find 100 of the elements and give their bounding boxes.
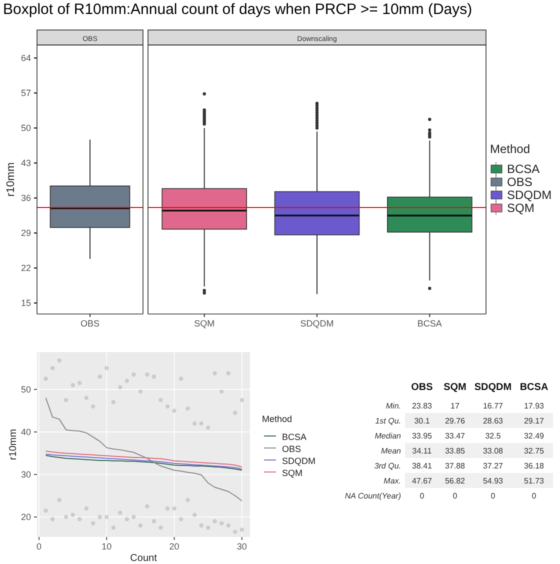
category-label: Median <box>374 432 401 440</box>
point <box>172 506 176 511</box>
chart-title: Boxplot of R10mm:Annual count of days when PRCP >= 10mm (Days) <box>3 1 472 18</box>
line-series <box>45 397 242 502</box>
point <box>145 504 150 508</box>
point <box>111 526 116 530</box>
x-axis-title: Count <box>130 553 158 564</box>
text: 16.77 <box>482 402 504 410</box>
x-tick-label: OBS <box>80 318 100 328</box>
point <box>50 517 55 522</box>
point <box>104 366 109 370</box>
point <box>118 510 122 515</box>
point <box>77 380 82 386</box>
text: 56.82 <box>444 476 466 486</box>
point <box>219 389 224 394</box>
line-series <box>45 450 242 468</box>
text: 0 <box>420 492 424 500</box>
category-label: SDQDM <box>474 382 512 393</box>
text: 29.76 <box>444 416 466 426</box>
y-tick-label: 22 <box>20 262 31 273</box>
legend-title: Method <box>490 142 530 156</box>
category-label: Min. <box>386 402 401 410</box>
point <box>111 400 116 404</box>
point <box>212 371 217 376</box>
text: 28.63 <box>482 416 504 426</box>
point <box>132 514 136 520</box>
legend-label: SQM <box>282 468 303 478</box>
y-tick-label: 64 <box>20 52 31 63</box>
point <box>206 426 210 430</box>
y-tick-label: 57 <box>20 88 31 98</box>
point <box>165 404 170 409</box>
text: 33.85 <box>444 446 466 456</box>
y-tick-label: 20 <box>20 512 31 522</box>
point <box>64 398 68 402</box>
point <box>124 378 130 384</box>
text: 33.08 <box>482 446 504 456</box>
point <box>57 498 62 502</box>
point <box>178 517 184 522</box>
point <box>118 385 122 390</box>
point <box>233 410 238 415</box>
legend-title: Method <box>262 414 292 424</box>
x-tick-label: 0 <box>36 541 42 552</box>
x-tick-label: 30 <box>236 541 247 552</box>
y-tick-label: 50 <box>20 384 31 394</box>
point <box>206 526 210 530</box>
point <box>104 514 109 520</box>
point <box>44 376 48 381</box>
point <box>70 383 75 388</box>
point <box>91 521 96 526</box>
point <box>84 506 88 511</box>
y-tick-label: 30 <box>20 469 31 480</box>
point <box>240 528 244 532</box>
y-tick-label: 40 <box>20 426 31 437</box>
legend-label: OBS <box>507 175 532 189</box>
legend-label: BCSA <box>507 162 540 176</box>
point <box>178 376 184 381</box>
point <box>199 421 204 426</box>
category-label: OBS <box>411 382 434 393</box>
text: 38.41 <box>412 462 432 470</box>
point <box>132 372 136 377</box>
point <box>138 523 143 528</box>
point <box>192 512 197 517</box>
text: 33.47 <box>444 432 466 440</box>
point <box>165 506 170 511</box>
point <box>44 508 48 513</box>
category-label: Max. <box>384 476 401 486</box>
category-label: NA Count(Year) <box>344 492 401 500</box>
x-tick-label: 20 <box>169 541 180 552</box>
category-label: BCSA <box>520 382 548 393</box>
point <box>57 358 62 363</box>
y-tick-label: 15 <box>20 298 31 308</box>
text: 29.17 <box>524 416 544 426</box>
point <box>233 530 238 534</box>
x-tick-label: BCSA <box>417 318 442 328</box>
category-label: 1st Qu. <box>375 416 401 426</box>
point <box>84 396 88 400</box>
text: 32.5 <box>485 432 501 440</box>
point <box>152 519 156 524</box>
point <box>219 521 224 526</box>
x-tick-label: SQM <box>194 318 215 328</box>
point <box>186 498 190 502</box>
text: 17.93 <box>524 402 544 410</box>
text: 51.73 <box>524 476 544 486</box>
point <box>158 526 163 530</box>
text: 23.83 <box>412 402 432 410</box>
text: 0 <box>452 492 458 500</box>
y-tick-label: 50 <box>20 122 31 133</box>
y-axis-title: r10mm <box>5 162 17 197</box>
text: 0 <box>490 492 496 500</box>
text: 32.49 <box>524 432 544 440</box>
point <box>172 408 176 413</box>
point <box>138 389 143 394</box>
y-tick-label: 43 <box>20 158 31 168</box>
point <box>186 406 190 411</box>
text: 47.67 <box>412 476 432 486</box>
text: 0 <box>532 492 536 500</box>
text: 36.18 <box>524 462 544 470</box>
x-tick-label: 10 <box>102 541 112 552</box>
y-tick-label: 36 <box>20 192 31 203</box>
text: 37.88 <box>444 462 466 470</box>
